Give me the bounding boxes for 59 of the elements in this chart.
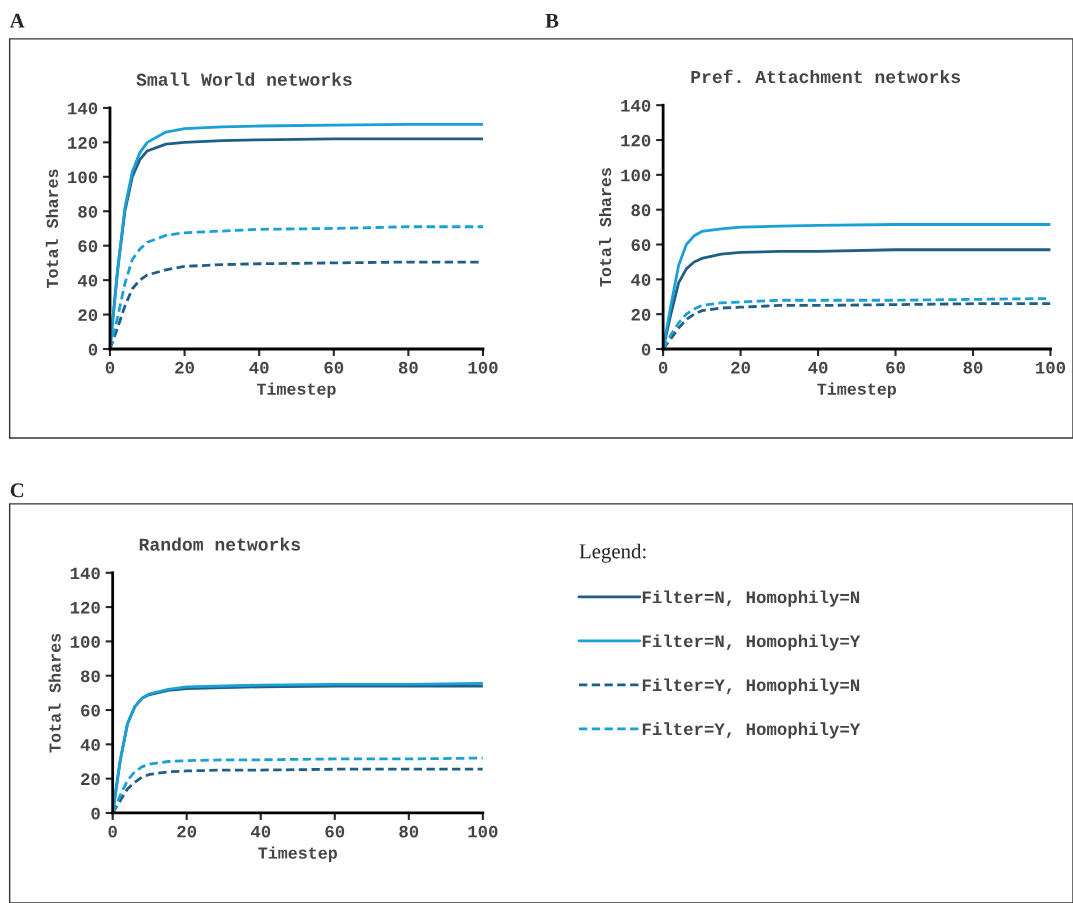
chart-title: Pref. Attachment networks xyxy=(691,69,960,84)
x-tick-label: 40 xyxy=(808,361,828,374)
y-tick-label: 120 xyxy=(68,137,98,149)
y-tick-label: 60 xyxy=(81,704,100,717)
x-tick-label: 60 xyxy=(886,361,905,374)
x-tick-label: 80 xyxy=(963,361,983,374)
chart-title: Random networks xyxy=(139,537,300,551)
chart-title: Small World networks xyxy=(136,72,352,86)
y-tick-label: 80 xyxy=(631,204,651,217)
x-tick-label: 60 xyxy=(325,825,345,838)
text: C xyxy=(10,483,24,498)
y-tick-label: 100 xyxy=(68,171,98,184)
y-tick-label: 60 xyxy=(78,240,98,253)
y-tick-label: 80 xyxy=(78,205,98,218)
x-tick-label: 20 xyxy=(731,361,750,374)
x-tick-label: 0 xyxy=(658,361,668,374)
legend-title: Legend: xyxy=(579,543,646,563)
y-axis-title: Total Shares xyxy=(598,168,612,287)
x-tick-label: 0 xyxy=(105,361,115,374)
y-tick-label: 20 xyxy=(81,773,100,786)
x-axis-title: Timestep xyxy=(258,846,337,863)
y-tick-label: 100 xyxy=(621,169,651,182)
x-axis-title: Timestep xyxy=(817,382,897,399)
legend-label: Filter=N, Homophily=Y xyxy=(642,634,861,651)
y-tick-label: 0 xyxy=(88,343,98,356)
x-axis-title: Timestep xyxy=(256,382,336,399)
y-axis-title: Total Shares xyxy=(45,169,59,288)
text: B xyxy=(545,13,559,28)
x-tick-label: 0 xyxy=(108,825,117,838)
x-tick-label: 100 xyxy=(1036,361,1066,374)
x-tick-label: 40 xyxy=(249,361,269,374)
x-tick-label: 80 xyxy=(399,825,419,838)
y-tick-label: 120 xyxy=(70,601,100,614)
x-tick-label: 100 xyxy=(468,825,498,838)
x-tick-label: 40 xyxy=(250,825,271,838)
x-tick-label: 20 xyxy=(177,825,197,838)
legend-label: Filter=N, Homophily=N xyxy=(642,590,860,607)
y-tick-label: 140 xyxy=(70,567,100,580)
x-tick-label: 60 xyxy=(324,361,344,374)
y-tick-label: 140 xyxy=(68,102,98,115)
y-tick-label: 40 xyxy=(631,274,651,286)
legend-label: Filter=Y, Homophily=N xyxy=(642,678,860,695)
y-tick-label: 80 xyxy=(80,670,100,683)
y-tick-label: 0 xyxy=(641,343,651,356)
y-tick-label: 120 xyxy=(621,134,651,147)
y-tick-label: 100 xyxy=(70,636,100,648)
x-tick-label: 20 xyxy=(175,361,194,374)
x-tick-label: 100 xyxy=(468,361,498,374)
x-tick-label: 80 xyxy=(398,361,418,374)
y-tick-label: 40 xyxy=(77,274,98,287)
legend-label: Filter=Y, Homophily=Y xyxy=(642,722,861,739)
y-axis-title: Total Shares xyxy=(48,633,61,753)
y-tick-label: 40 xyxy=(80,739,100,751)
y-tick-label: 20 xyxy=(631,308,651,321)
y-tick-label: 0 xyxy=(91,807,100,820)
y-tick-label: 20 xyxy=(78,309,98,322)
y-tick-label: 60 xyxy=(631,239,651,251)
y-tick-label: 140 xyxy=(621,99,651,112)
text: A xyxy=(9,13,25,28)
